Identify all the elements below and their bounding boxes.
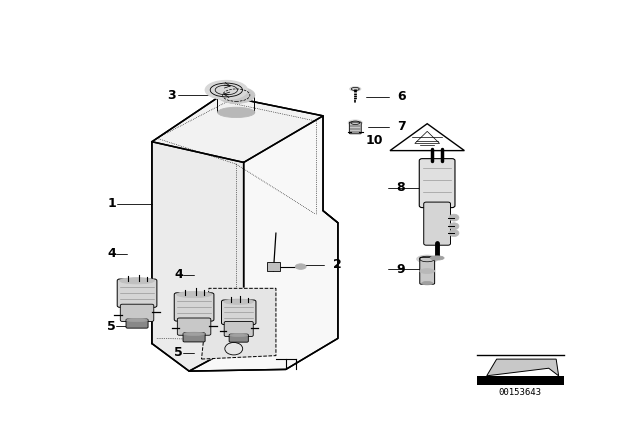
FancyBboxPatch shape	[221, 300, 256, 324]
Ellipse shape	[127, 319, 147, 322]
FancyBboxPatch shape	[174, 293, 214, 321]
Text: 2: 2	[333, 258, 342, 271]
Text: 8: 8	[396, 181, 405, 194]
Polygon shape	[267, 263, 280, 271]
Ellipse shape	[218, 107, 255, 117]
Ellipse shape	[430, 256, 444, 260]
Circle shape	[449, 230, 459, 237]
Text: 6: 6	[397, 90, 406, 103]
Text: 4: 4	[174, 268, 183, 281]
Ellipse shape	[422, 281, 433, 285]
Text: 00153643: 00153643	[499, 388, 541, 396]
FancyBboxPatch shape	[420, 257, 435, 284]
FancyBboxPatch shape	[419, 159, 455, 207]
Ellipse shape	[218, 87, 255, 103]
Ellipse shape	[224, 299, 253, 304]
FancyBboxPatch shape	[120, 304, 154, 322]
Ellipse shape	[350, 87, 361, 91]
Polygon shape	[487, 359, 559, 376]
Polygon shape	[202, 289, 276, 359]
Text: 1: 1	[108, 197, 116, 210]
FancyBboxPatch shape	[229, 334, 248, 342]
Ellipse shape	[348, 120, 362, 125]
Polygon shape	[390, 124, 465, 151]
FancyBboxPatch shape	[126, 319, 148, 328]
Circle shape	[449, 214, 459, 221]
Ellipse shape	[295, 264, 306, 269]
Text: 9: 9	[396, 263, 405, 276]
Ellipse shape	[230, 334, 248, 336]
Text: 4: 4	[108, 247, 116, 260]
Text: 3: 3	[167, 89, 175, 102]
FancyBboxPatch shape	[177, 318, 211, 335]
Ellipse shape	[205, 81, 248, 99]
Ellipse shape	[177, 292, 211, 297]
Bar	[477, 376, 564, 385]
Text: 10: 10	[365, 134, 383, 147]
FancyBboxPatch shape	[424, 202, 451, 245]
FancyBboxPatch shape	[117, 279, 157, 307]
Text: 5: 5	[174, 346, 183, 359]
Ellipse shape	[420, 269, 435, 273]
Ellipse shape	[417, 255, 438, 263]
Polygon shape	[189, 116, 338, 371]
Circle shape	[449, 223, 459, 230]
Polygon shape	[152, 95, 323, 163]
Text: 7: 7	[397, 120, 406, 133]
FancyBboxPatch shape	[349, 122, 361, 134]
Text: 5: 5	[108, 320, 116, 333]
Ellipse shape	[184, 332, 205, 336]
Polygon shape	[152, 95, 338, 371]
FancyBboxPatch shape	[183, 333, 205, 342]
Ellipse shape	[120, 278, 154, 284]
Polygon shape	[152, 142, 244, 371]
FancyBboxPatch shape	[224, 322, 253, 336]
